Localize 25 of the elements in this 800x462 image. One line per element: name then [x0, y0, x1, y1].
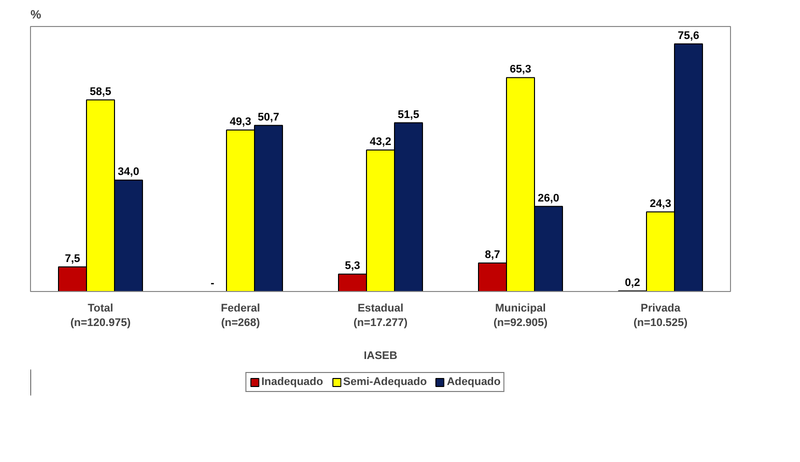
- y-axis-title: %: [30, 8, 42, 22]
- x-tick-label: Municipal (n=92.905): [493, 302, 548, 329]
- data-label: 5,3: [344, 260, 360, 272]
- data-label: 7,5: [64, 252, 80, 265]
- data-label: 75,6: [678, 30, 700, 42]
- x-tick-label: Estadual (n=17.277): [353, 302, 408, 329]
- text: -: [210, 278, 214, 290]
- data-label: 43,2: [370, 136, 392, 148]
- legend-label: Semi-Adequado: [343, 376, 427, 388]
- data-label: 8,7: [484, 249, 500, 261]
- data-label: 0,2: [624, 276, 640, 289]
- legend-label: Inadequado: [261, 376, 324, 388]
- data-label: 24,3: [650, 198, 672, 210]
- data-label: 58,5: [90, 86, 112, 98]
- x-tick-label: Privada (n=10.525): [633, 302, 688, 329]
- x-tick-label: Total (n=120.975): [70, 302, 131, 329]
- data-label: 51,5: [398, 108, 420, 121]
- data-label: 65,3: [510, 64, 532, 76]
- data-label: 49,3: [230, 116, 252, 128]
- data-label: 26,0: [538, 192, 560, 204]
- x-axis-title: IASEB: [364, 350, 398, 362]
- legend-label: Adequado: [446, 376, 501, 388]
- data-label: 34,0: [118, 166, 140, 178]
- x-tick-label: Federal (n=268): [220, 302, 260, 329]
- data-label: 50,7: [258, 111, 280, 124]
